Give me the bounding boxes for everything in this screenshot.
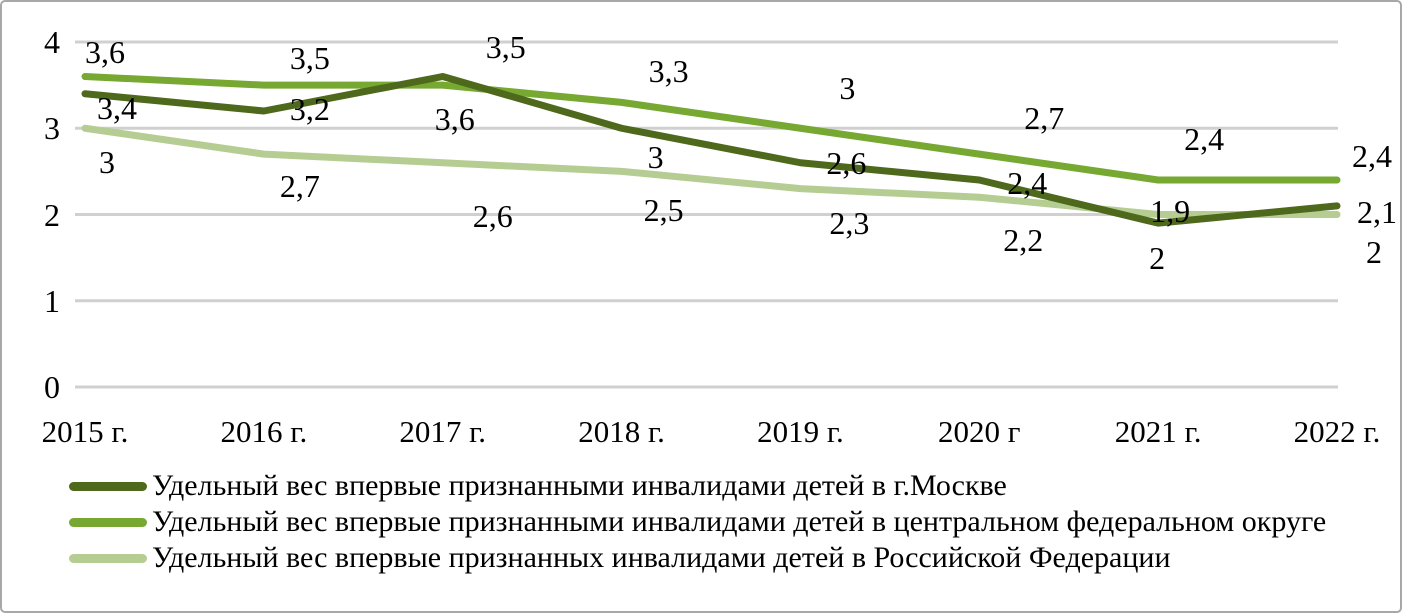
data-label: 3,4 <box>97 89 137 126</box>
series-line-0 <box>81 73 1341 227</box>
y-tick-label: 1 <box>44 282 60 319</box>
data-label: 3,2 <box>289 91 330 127</box>
series-line-1 <box>81 73 1341 184</box>
data-label: 2,1 <box>1357 193 1397 230</box>
legend-line-swatch <box>69 481 147 491</box>
data-label: 3 <box>839 70 856 107</box>
legend-label: Удельный вес впервые признанных инвалида… <box>152 541 1171 574</box>
x-tick-label: 2020 г <box>938 414 1021 449</box>
data-label: 2,4 <box>1352 138 1392 174</box>
x-tick-label: 2016 г. <box>220 414 308 449</box>
x-tick-label: 2018 г. <box>578 414 665 449</box>
data-label: 3 <box>647 139 664 176</box>
data-label: 1,9 <box>1150 193 1191 230</box>
data-label: 2,2 <box>1003 222 1044 259</box>
x-tick-label: 2017 г. <box>399 414 487 449</box>
y-tick-label: 0 <box>44 369 60 405</box>
data-label: 3,6 <box>434 100 475 137</box>
x-tick-label: 2021 г. <box>1114 414 1202 449</box>
legend-label: Удельный вес впервые признанными инвалид… <box>152 469 1007 502</box>
data-label: 2,5 <box>643 192 684 229</box>
data-label: 3,5 <box>289 40 330 77</box>
y-tick-label: 2 <box>44 196 60 233</box>
data-label: 2,7 <box>1024 100 1065 137</box>
data-label: 2,6 <box>826 144 867 181</box>
data-label: 2,4 <box>1184 121 1225 157</box>
x-tick-label: 2015 г. <box>41 414 129 449</box>
data-label: 3 <box>99 144 115 181</box>
legend-line-swatch <box>69 553 147 563</box>
data-label: 3,3 <box>648 53 689 90</box>
legend-item: Удельный вес впервые признанными инвалид… <box>69 470 1007 502</box>
y-tick-label: 3 <box>44 110 60 147</box>
x-tick-label: 2022 г. <box>1293 414 1381 449</box>
legend-item: Удельный вес впервые признанных инвалида… <box>69 542 1171 574</box>
data-label: 2,6 <box>472 197 513 234</box>
data-label: 3,6 <box>85 33 125 70</box>
legend-label: Удельный вес впервые признанными инвалид… <box>152 505 1327 538</box>
data-label: 2 <box>1149 239 1166 276</box>
x-tick-label: 2019 г. <box>757 414 844 449</box>
legend-line-swatch <box>69 517 147 527</box>
y-tick-label: 4 <box>44 24 60 60</box>
series-line-2 <box>81 124 1341 218</box>
data-label: 3,5 <box>485 29 526 66</box>
data-label: 2,3 <box>829 204 870 241</box>
data-label: 2,4 <box>1007 165 1048 201</box>
data-label: 2,7 <box>279 168 320 205</box>
legend-item: Удельный вес впервые признанными инвалид… <box>69 506 1326 538</box>
data-label: 2 <box>1366 233 1382 270</box>
